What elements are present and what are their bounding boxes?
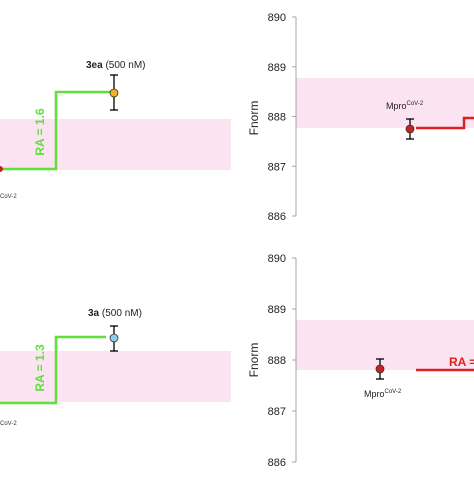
step-line-bottom-left xyxy=(0,335,106,405)
step-line-top-left xyxy=(0,90,112,171)
y-tick-label: 886 xyxy=(268,211,286,223)
point-label-3a: 3a (500 nM) xyxy=(88,308,142,319)
panel-top-right: 890 889 888 887 886 Fnorm MproCoV-2 xyxy=(247,12,474,223)
y-tick-label: 889 xyxy=(268,304,286,316)
mpro-super-top-right: CoV-2 xyxy=(407,101,424,107)
panel-bottom-left: RA = 1.3 3a (500 nM) CoV-2 xyxy=(0,308,231,427)
point-label-3a-name: 3a xyxy=(88,308,100,319)
point-mpro-bottom-right xyxy=(375,364,385,374)
y-tick-label: 887 xyxy=(268,161,286,173)
mpro-super-bottom-right: CoV-2 xyxy=(385,389,402,395)
y-tick-label: 890 xyxy=(268,12,286,24)
band-bottom-right xyxy=(296,320,474,370)
y-axis-label-bottom-right: Fnorm xyxy=(247,343,261,378)
panel-bottom-right: 890 889 888 887 886 Fnorm RA = MproCoV-2 xyxy=(247,253,474,469)
point-label-3a-conc: (500 nM) xyxy=(99,308,142,319)
band-bottom-left xyxy=(0,351,231,402)
y-tick-label: 886 xyxy=(268,457,286,469)
ra-label-top-left: RA = 1.6 xyxy=(33,108,47,156)
point-label-3ea: 3ea (500 nM) xyxy=(86,60,145,71)
point-3ea xyxy=(109,88,119,98)
y-ticks-bottom-right: 890 889 888 887 886 xyxy=(268,253,296,469)
step-line-top-right xyxy=(416,116,474,130)
band-top-right xyxy=(296,78,474,128)
ref-label-top-left: CoV-2 xyxy=(0,194,17,200)
y-tick-label: 887 xyxy=(268,406,286,418)
y-tick-label: 890 xyxy=(268,253,286,265)
point-label-mpro-top-right: MproCoV-2 xyxy=(386,101,424,111)
y-tick-label: 888 xyxy=(268,112,286,124)
mpro-name-bottom-right: Mpro xyxy=(364,389,385,399)
point-label-mpro-bottom-right: MproCoV-2 xyxy=(364,389,402,399)
y-ticks-top-right: 890 889 888 887 886 xyxy=(268,12,296,223)
panel-top-left: RA = 1.6 3ea (500 nM) CoV-2 xyxy=(0,60,231,200)
band-top-left xyxy=(0,119,231,170)
point-3a xyxy=(109,333,119,343)
ref-label-bottom-left: CoV-2 xyxy=(0,421,17,427)
y-axis-label-top-right: Fnorm xyxy=(247,101,261,136)
ra-label-bottom-left: RA = 1.3 xyxy=(33,344,47,392)
point-label-3ea-conc: (500 nM) xyxy=(103,60,146,71)
ref-point-top-left xyxy=(0,166,3,172)
mpro-name-top-right: Mpro xyxy=(386,101,407,111)
point-mpro-top-right xyxy=(405,124,415,134)
point-label-3ea-name: 3ea xyxy=(86,60,103,71)
y-tick-label: 888 xyxy=(268,355,286,367)
ra-label-bottom-right: RA = xyxy=(449,355,474,369)
y-tick-label: 889 xyxy=(268,62,286,74)
